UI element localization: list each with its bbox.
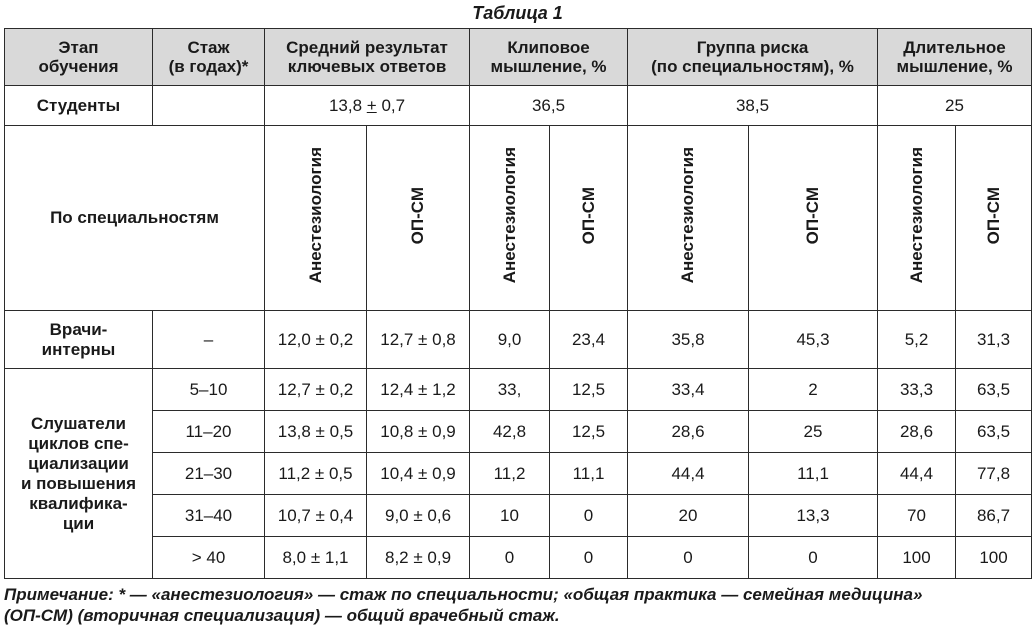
table-cell: 25 bbox=[748, 410, 879, 453]
table-cell: 63,5 bbox=[955, 410, 1033, 453]
risk-opsm-header: ОП-СМ bbox=[748, 125, 879, 311]
table-cell: 12,4 ± 1,2 bbox=[365, 368, 471, 411]
table-cell: 5,2 bbox=[877, 310, 957, 369]
table-cell: 23,4 bbox=[549, 310, 629, 369]
table-cell: 9,0 ± 0,6 bbox=[365, 494, 471, 537]
header-risk-group: Группа риска (по специальностям), % bbox=[627, 28, 879, 86]
header-long-thinking: Длительное мышление, % bbox=[877, 28, 1033, 86]
table-cell: 28,6 bbox=[627, 410, 750, 453]
table-caption: Таблица 1 bbox=[472, 3, 563, 23]
table-cell: 11,2 bbox=[469, 452, 551, 495]
table-row: Слушатели циклов спе-циализации и повышени… bbox=[4, 368, 1033, 579]
specialty-row: По специальностям Анестезиология ОП-СМ А… bbox=[4, 125, 1033, 311]
table-note: Примечание: * — «анестезиология» — стаж … bbox=[4, 584, 1031, 626]
table-cell: 45,3 bbox=[748, 310, 879, 369]
interns-label: Врачи-интерны bbox=[4, 310, 153, 369]
table-cell: 86,7 bbox=[955, 494, 1033, 537]
table-cell: 0 bbox=[748, 536, 879, 579]
header-row: Этап обучения Стаж (в годах)* Средний резу… bbox=[4, 28, 1033, 86]
table-cell: 31,3 bbox=[955, 310, 1033, 369]
table-cell: 8,2 ± 0,9 bbox=[365, 536, 471, 579]
table-row: 11–20 13,8 ± 0,5 10,8 ± 0,9 42,8 12,5 28… bbox=[5, 410, 1033, 453]
table-cell: 2 bbox=[748, 368, 879, 411]
table-cell: 13,8 ± 0,5 bbox=[264, 410, 367, 453]
table-cell: 0 bbox=[627, 536, 750, 579]
table-cell: 0 bbox=[549, 494, 629, 537]
specialty-label: По специальностям bbox=[4, 125, 265, 311]
table-cell: 12,0 ± 0,2 bbox=[264, 310, 367, 369]
table-cell: 12,5 bbox=[549, 368, 629, 411]
interns-row: Врачи-интерны – 12,0 ± 0,2 12,7 ± 0,8 9,… bbox=[4, 310, 1033, 369]
table-cell: 28,6 bbox=[877, 410, 957, 453]
clip-opsm-header: ОП-СМ bbox=[549, 125, 629, 311]
table-row: 21–30 11,2 ± 0,5 10,4 ± 0,9 11,2 11,1 44… bbox=[5, 452, 1033, 495]
table-cell: 35,8 bbox=[627, 310, 750, 369]
table-cell: 33,3 bbox=[877, 368, 957, 411]
note-line: (ОП-СМ) (вторичная специализация) — общи… bbox=[4, 606, 560, 625]
table-cell: 10,4 ± 0,9 bbox=[365, 452, 471, 495]
header-experience: Стаж (в годах)* bbox=[152, 28, 265, 86]
note-line: Примечание: * — «анестезиология» — стаж … bbox=[4, 585, 923, 604]
table-row: 31–40 10,7 ± 0,4 9,0 ± 0,6 10 0 20 13,3 … bbox=[5, 494, 1033, 537]
table-cell: 11,1 bbox=[748, 452, 879, 495]
table-cell: 12,5 bbox=[549, 410, 629, 453]
avg-opsm-header: ОП-СМ bbox=[365, 125, 471, 311]
table-cell: 10 bbox=[469, 494, 551, 537]
table-cell: 20 bbox=[627, 494, 750, 537]
table-cell: 12,7 ± 0,2 bbox=[264, 368, 367, 411]
table-cell: 11,2 ± 0,5 bbox=[264, 452, 367, 495]
header-clip-thinking: Клиповое мышление, % bbox=[469, 28, 629, 86]
header-avg-result: Средний результат ключевых ответов bbox=[263, 28, 471, 86]
table-cell: 70 bbox=[877, 494, 957, 537]
students-exp bbox=[152, 85, 265, 126]
header-stage: Этап обучения bbox=[4, 28, 153, 86]
data-table: Этап обучения Стаж (в годах)* Средний резу… bbox=[4, 28, 1033, 579]
table-cell: 31–40 bbox=[152, 494, 265, 537]
listeners-label: Слушатели циклов спе-циализации и повышени… bbox=[4, 368, 153, 579]
table-cell: 9,0 bbox=[469, 310, 551, 369]
table-cell: 8,0 ± 1,1 bbox=[264, 536, 367, 579]
long-anesth-header: Анестезиология bbox=[877, 125, 957, 311]
table-cell: 5–10 bbox=[152, 368, 265, 411]
students-row: Студенты 13,8 + 0,7 36,5 38,5 25 bbox=[4, 85, 1033, 126]
table-cell: 21–30 bbox=[152, 452, 265, 495]
students-long: 25 bbox=[877, 85, 1033, 126]
table-cell: 12,7 ± 0,8 bbox=[365, 310, 471, 369]
students-label: Студенты bbox=[4, 85, 153, 126]
table-row: > 40 8,0 ± 1,1 8,2 ± 0,9 0 0 0 0 100 100 bbox=[5, 536, 1033, 579]
table-cell: 77,8 bbox=[955, 452, 1033, 495]
table-cell: 44,4 bbox=[627, 452, 750, 495]
table-cell: 13,3 bbox=[748, 494, 879, 537]
table-cell: > 40 bbox=[152, 536, 265, 579]
table-cell: 33,4 bbox=[627, 368, 750, 411]
table-cell: 0 bbox=[469, 536, 551, 579]
clip-anesth-header: Анестезиология bbox=[469, 125, 551, 311]
table-cell: 33, bbox=[469, 368, 551, 411]
table-cell: 10,8 ± 0,9 bbox=[365, 410, 471, 453]
interns-exp: – bbox=[152, 310, 265, 369]
students-risk: 38,5 bbox=[627, 85, 879, 126]
students-avg: 13,8 + 0,7 bbox=[263, 85, 471, 126]
students-clip: 36,5 bbox=[469, 85, 629, 126]
table-cell: 42,8 bbox=[469, 410, 551, 453]
avg-anesth-header: Анестезиология bbox=[264, 125, 367, 311]
table-cell: 44,4 bbox=[877, 452, 957, 495]
table-cell: 11,1 bbox=[549, 452, 629, 495]
table-cell: 0 bbox=[549, 536, 629, 579]
long-opsm-header: ОП-СМ bbox=[955, 125, 1033, 311]
table-cell: 63,5 bbox=[955, 368, 1033, 411]
table-cell: 100 bbox=[955, 536, 1033, 579]
table-cell: 100 bbox=[877, 536, 957, 579]
table-cell: 11–20 bbox=[152, 410, 265, 453]
table-cell: 10,7 ± 0,4 bbox=[264, 494, 367, 537]
risk-anesth-header: Анестезиология bbox=[627, 125, 750, 311]
